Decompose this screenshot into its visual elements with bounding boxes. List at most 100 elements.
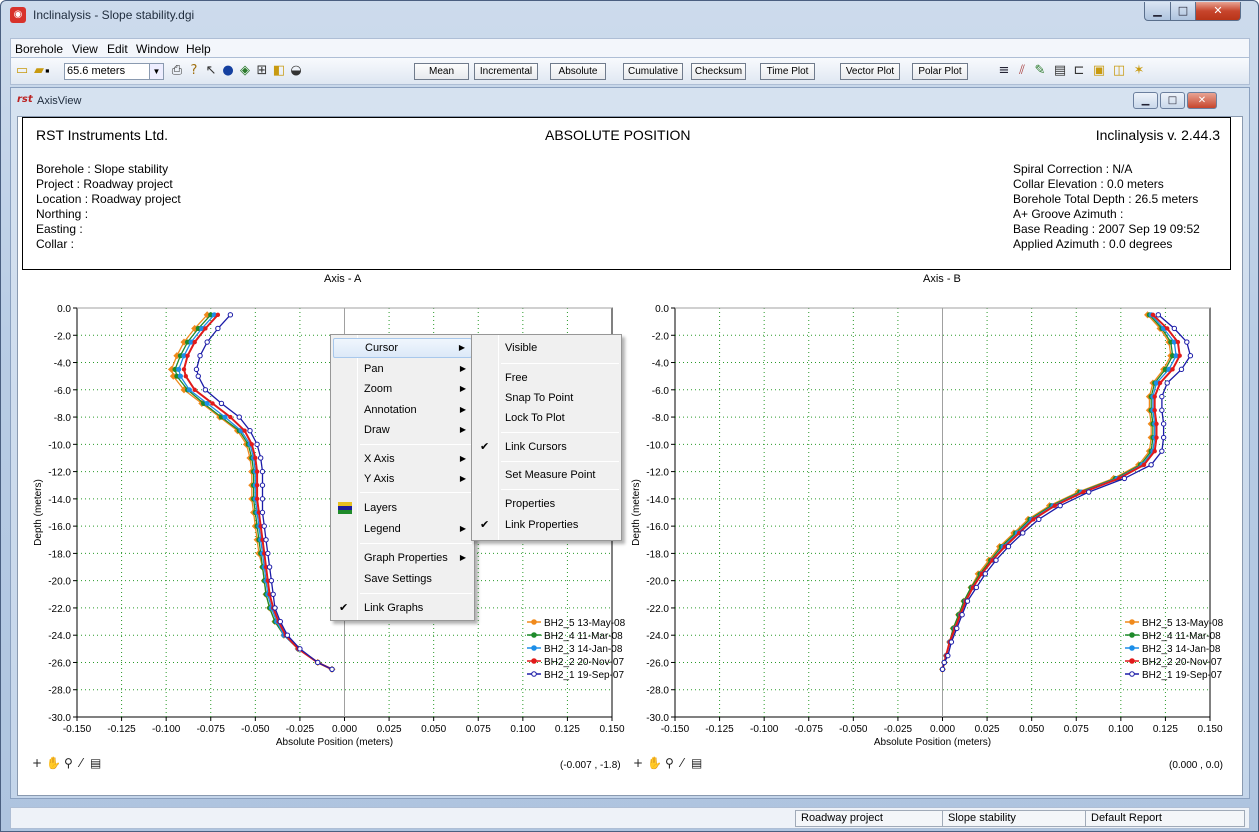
menu-item-save-settings[interactable]: Save Settings bbox=[333, 569, 472, 589]
cursor-tool-icon-b[interactable]: + bbox=[633, 756, 644, 770]
polar-plot-button[interactable]: Polar Plot bbox=[912, 63, 968, 80]
menu-window[interactable]: Window bbox=[136, 42, 179, 56]
chevron-down-icon[interactable]: ▼ bbox=[149, 64, 163, 79]
y-tick-label: -20.0 bbox=[646, 577, 669, 588]
menu-borehole[interactable]: Borehole bbox=[15, 42, 64, 56]
y-tick-label: -24.0 bbox=[48, 631, 71, 642]
hatch-icon[interactable]: ⫽ bbox=[1019, 63, 1025, 78]
save-icon[interactable]: ▪ bbox=[45, 63, 50, 78]
mean-button[interactable]: Mean bbox=[414, 63, 469, 80]
info-location: Location : Roadway project bbox=[36, 192, 181, 206]
star-icon[interactable]: ✶ bbox=[1133, 63, 1145, 78]
menu-item-y-axis[interactable]: Y Axis ▶ bbox=[333, 469, 472, 489]
annotation-icon[interactable]: ⁄ bbox=[80, 756, 83, 770]
zoom-icon[interactable]: ⚲ bbox=[64, 756, 73, 770]
x-tick-label: -0.050 bbox=[241, 724, 270, 735]
zoom-icon-b[interactable]: ⚲ bbox=[665, 756, 674, 770]
print-icon[interactable]: ⎙ bbox=[171, 63, 183, 78]
child-maximize-button[interactable]: □ bbox=[1160, 92, 1185, 109]
menu-item-cursor[interactable]: Cursor ▶ bbox=[333, 338, 472, 358]
pan-hand-icon[interactable]: ✋ bbox=[46, 756, 61, 770]
child-close-button[interactable]: ✕ bbox=[1187, 92, 1217, 109]
new-file-icon[interactable]: ▭ bbox=[15, 63, 29, 78]
data-point bbox=[202, 387, 209, 393]
y-tick-label: -2.0 bbox=[54, 331, 72, 342]
series-line-5 bbox=[941, 314, 1192, 670]
menu-item-link-graphs[interactable]: ✔ Link Graphs bbox=[333, 598, 472, 618]
menu-item-label: Legend bbox=[364, 523, 401, 535]
title-bar[interactable]: ◉ Inclinalysis - Slope stability.dgi ▁ □… bbox=[1, 1, 1258, 29]
submenu-item-snap-to-point[interactable]: Snap To Point bbox=[474, 388, 619, 408]
data-point bbox=[1016, 530, 1022, 536]
submenu-item-set-measure-point[interactable]: Set Measure Point bbox=[474, 465, 619, 485]
menu-item-legend[interactable]: Legend ▶ bbox=[333, 519, 472, 539]
menu-item-graph-properties[interactable]: Graph Properties ▶ bbox=[333, 548, 472, 568]
absolute-button[interactable]: Absolute bbox=[550, 63, 606, 80]
help-icon[interactable]: ? bbox=[190, 63, 198, 78]
child-minimize-button[interactable]: ▁ bbox=[1133, 92, 1158, 109]
cumulative-button[interactable]: Cumulative bbox=[623, 63, 683, 80]
data-point bbox=[1169, 353, 1176, 359]
legend-tool-icon-b[interactable]: ▤ bbox=[691, 756, 703, 770]
x-tick-label: 0.025 bbox=[377, 724, 402, 735]
menu-item-zoom[interactable]: Zoom ▶ bbox=[333, 379, 472, 399]
report-icon[interactable]: ◈ bbox=[240, 63, 250, 78]
y-tick-label: -16.0 bbox=[48, 522, 71, 533]
sheet-icon[interactable]: ▤ bbox=[1053, 63, 1067, 78]
depth-select[interactable]: ▪ bbox=[43, 63, 65, 80]
pan-hand-icon-b[interactable]: ✋ bbox=[647, 756, 662, 770]
edit-icon[interactable]: ✎ bbox=[1034, 63, 1046, 78]
cursor-tool-icon[interactable]: + bbox=[32, 756, 43, 770]
menu-item-annotation[interactable]: Annotation ▶ bbox=[333, 400, 472, 420]
data-point bbox=[228, 414, 233, 420]
maximize-button[interactable]: □ bbox=[1170, 2, 1196, 21]
menu-view[interactable]: View bbox=[72, 42, 98, 56]
vector-plot-button[interactable]: Vector Plot bbox=[840, 63, 900, 80]
export-icon[interactable]: ⊞ bbox=[256, 63, 268, 78]
data-point bbox=[1154, 435, 1159, 440]
submenu-item-properties[interactable]: Properties bbox=[474, 494, 619, 514]
data-point bbox=[258, 523, 263, 529]
checksum-button[interactable]: Checksum bbox=[691, 63, 746, 80]
graph-icon[interactable]: ◫ bbox=[1112, 63, 1126, 78]
info-project: Project : Roadway project bbox=[36, 177, 173, 191]
menu-help[interactable]: Help bbox=[186, 42, 211, 56]
minimize-button[interactable]: ▁ bbox=[1144, 2, 1171, 21]
data-point bbox=[1155, 312, 1161, 318]
menu-item-pan[interactable]: Pan ▶ bbox=[333, 359, 472, 379]
data-point bbox=[1154, 421, 1159, 427]
layers-icon[interactable]: ≡ bbox=[998, 63, 1010, 78]
series-line-4 bbox=[941, 314, 1181, 670]
depth-icon[interactable]: ⊏ bbox=[1073, 63, 1085, 78]
submenu-item-free[interactable]: Free bbox=[474, 368, 619, 388]
time-plot-button[interactable]: Time Plot bbox=[760, 63, 815, 80]
info-icon[interactable]: ● bbox=[222, 63, 234, 78]
y-tick-label: -8.0 bbox=[54, 413, 72, 424]
submenu-item-link-properties[interactable]: ✔ Link Properties bbox=[474, 515, 619, 535]
menu-item-layers[interactable]: Layers bbox=[333, 498, 472, 518]
data-point bbox=[1002, 544, 1008, 549]
incremental-button[interactable]: Incremental bbox=[474, 63, 538, 80]
y-tick-label: -14.0 bbox=[646, 495, 669, 506]
x-tick-label: -0.100 bbox=[750, 724, 779, 735]
close-button[interactable]: ✕ bbox=[1195, 2, 1241, 21]
open-folder-icon[interactable]: ▰ bbox=[34, 63, 44, 78]
data-point bbox=[1152, 448, 1157, 454]
chart-axis-b[interactable]: -0.150 -0.125 -0.100 -0.075 -0.050 -0.025 0.00… bbox=[627, 288, 1225, 763]
menu-item-x-axis[interactable]: X Axis ▶ bbox=[333, 449, 472, 469]
menu-item-draw[interactable]: Draw ▶ bbox=[333, 420, 472, 440]
depth-select[interactable]: 65.6 meters ▼ bbox=[64, 63, 164, 80]
annotation-icon-b[interactable]: ⁄ bbox=[681, 756, 684, 770]
menu-edit[interactable]: Edit bbox=[107, 42, 128, 56]
submenu-item-link-cursors[interactable]: ✔ Link Cursors bbox=[474, 437, 619, 457]
submenu-item-visible[interactable]: Visible bbox=[474, 338, 619, 358]
emf-icon[interactable]: ◧ bbox=[272, 63, 286, 78]
company-name: RST Instruments Ltd. bbox=[36, 127, 169, 143]
legend-marker bbox=[531, 658, 537, 664]
menu-item-label: Layers bbox=[364, 502, 398, 514]
legend-tool-icon[interactable]: ▤ bbox=[90, 756, 102, 770]
submenu-item-lock-to-plot[interactable]: Lock To Plot bbox=[474, 408, 619, 428]
settings-icon[interactable]: ◒ bbox=[290, 63, 302, 78]
chart-icon[interactable]: ▣ bbox=[1092, 63, 1106, 78]
context-help-icon[interactable]: ↖ bbox=[205, 63, 217, 78]
